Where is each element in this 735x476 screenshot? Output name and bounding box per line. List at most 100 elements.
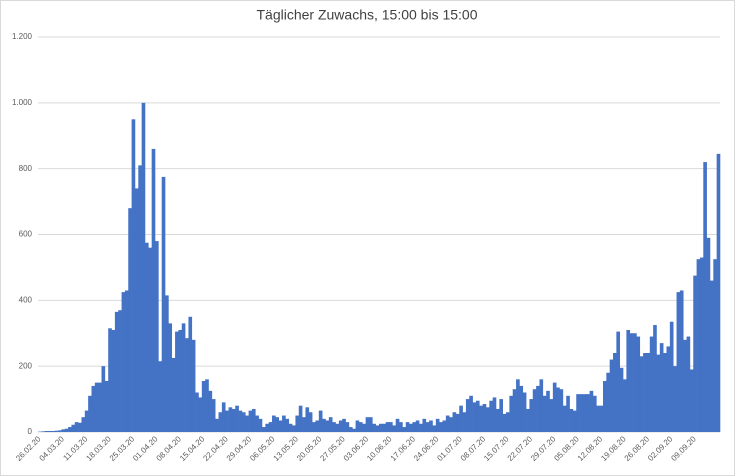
bar xyxy=(98,382,102,432)
bar xyxy=(185,338,189,432)
bar xyxy=(415,420,420,432)
bar xyxy=(265,423,269,432)
bar xyxy=(64,428,69,432)
bar xyxy=(41,431,45,432)
bar xyxy=(633,333,637,432)
bar xyxy=(325,420,330,432)
bar xyxy=(509,395,514,432)
bar xyxy=(529,399,534,432)
bar xyxy=(178,329,183,432)
bar xyxy=(475,400,480,432)
bar xyxy=(613,353,617,432)
bar xyxy=(104,380,109,432)
bar xyxy=(342,418,346,432)
bar xyxy=(215,418,219,432)
bar xyxy=(91,385,96,432)
bar xyxy=(322,418,326,432)
bar xyxy=(168,323,173,432)
bar xyxy=(379,423,383,432)
bar xyxy=(516,379,520,432)
bar xyxy=(549,399,554,432)
y-tick-label: 600 xyxy=(19,230,33,239)
bar xyxy=(218,412,223,432)
bar xyxy=(124,290,129,432)
bar xyxy=(305,407,310,432)
bar xyxy=(385,422,390,432)
bar xyxy=(365,417,370,432)
bar xyxy=(539,379,544,432)
bar xyxy=(669,321,674,432)
bar xyxy=(238,410,243,432)
bar xyxy=(412,422,417,432)
bar xyxy=(663,353,667,432)
bar xyxy=(308,412,313,432)
bar xyxy=(108,328,112,432)
bar xyxy=(482,404,487,432)
bar xyxy=(713,259,717,432)
bar xyxy=(629,333,634,432)
bar xyxy=(679,290,684,432)
bar xyxy=(462,412,467,432)
bar xyxy=(532,389,537,432)
bar xyxy=(526,408,530,432)
bar xyxy=(78,422,82,432)
bar xyxy=(439,422,443,432)
bar xyxy=(522,392,527,432)
bar xyxy=(452,412,457,432)
bar xyxy=(335,423,340,432)
bar xyxy=(358,422,363,432)
bar xyxy=(492,397,497,432)
bar xyxy=(643,353,647,432)
bar xyxy=(696,259,701,432)
bar xyxy=(435,418,440,432)
bar xyxy=(198,397,203,432)
bar xyxy=(175,331,179,432)
bar xyxy=(395,418,400,432)
bar xyxy=(512,389,517,432)
bar xyxy=(382,423,386,432)
bar xyxy=(94,382,99,432)
bar xyxy=(44,431,49,432)
bar xyxy=(251,408,256,432)
bar xyxy=(315,420,320,432)
bar xyxy=(255,415,259,432)
bar xyxy=(261,427,266,432)
y-tick-label: 0 xyxy=(28,427,33,436)
bar xyxy=(161,176,166,432)
bar xyxy=(542,395,547,432)
bar xyxy=(592,395,597,432)
bar xyxy=(155,241,159,432)
bar xyxy=(288,423,293,432)
bar xyxy=(231,408,236,432)
bar xyxy=(409,423,413,432)
bar xyxy=(666,346,671,432)
bar xyxy=(181,323,186,432)
bar xyxy=(432,425,437,432)
bar xyxy=(609,359,614,432)
bar xyxy=(332,422,336,432)
bar xyxy=(201,380,206,432)
bar xyxy=(586,394,590,432)
bar xyxy=(268,422,273,432)
bar xyxy=(479,405,483,432)
bar xyxy=(84,410,89,432)
bar xyxy=(114,311,119,432)
bar xyxy=(171,357,176,432)
bar xyxy=(619,367,624,432)
bar xyxy=(205,379,209,432)
bar xyxy=(673,366,677,432)
bar xyxy=(576,394,580,432)
bar xyxy=(699,257,704,432)
bar xyxy=(328,417,333,432)
bar xyxy=(312,422,316,432)
bar xyxy=(188,316,193,432)
bar xyxy=(659,343,664,432)
bar xyxy=(148,247,152,432)
bar xyxy=(589,390,594,432)
bar xyxy=(606,372,610,432)
bar xyxy=(626,329,631,432)
bar xyxy=(355,420,360,432)
bar xyxy=(258,418,263,432)
bar xyxy=(58,430,62,432)
bar xyxy=(502,413,507,432)
